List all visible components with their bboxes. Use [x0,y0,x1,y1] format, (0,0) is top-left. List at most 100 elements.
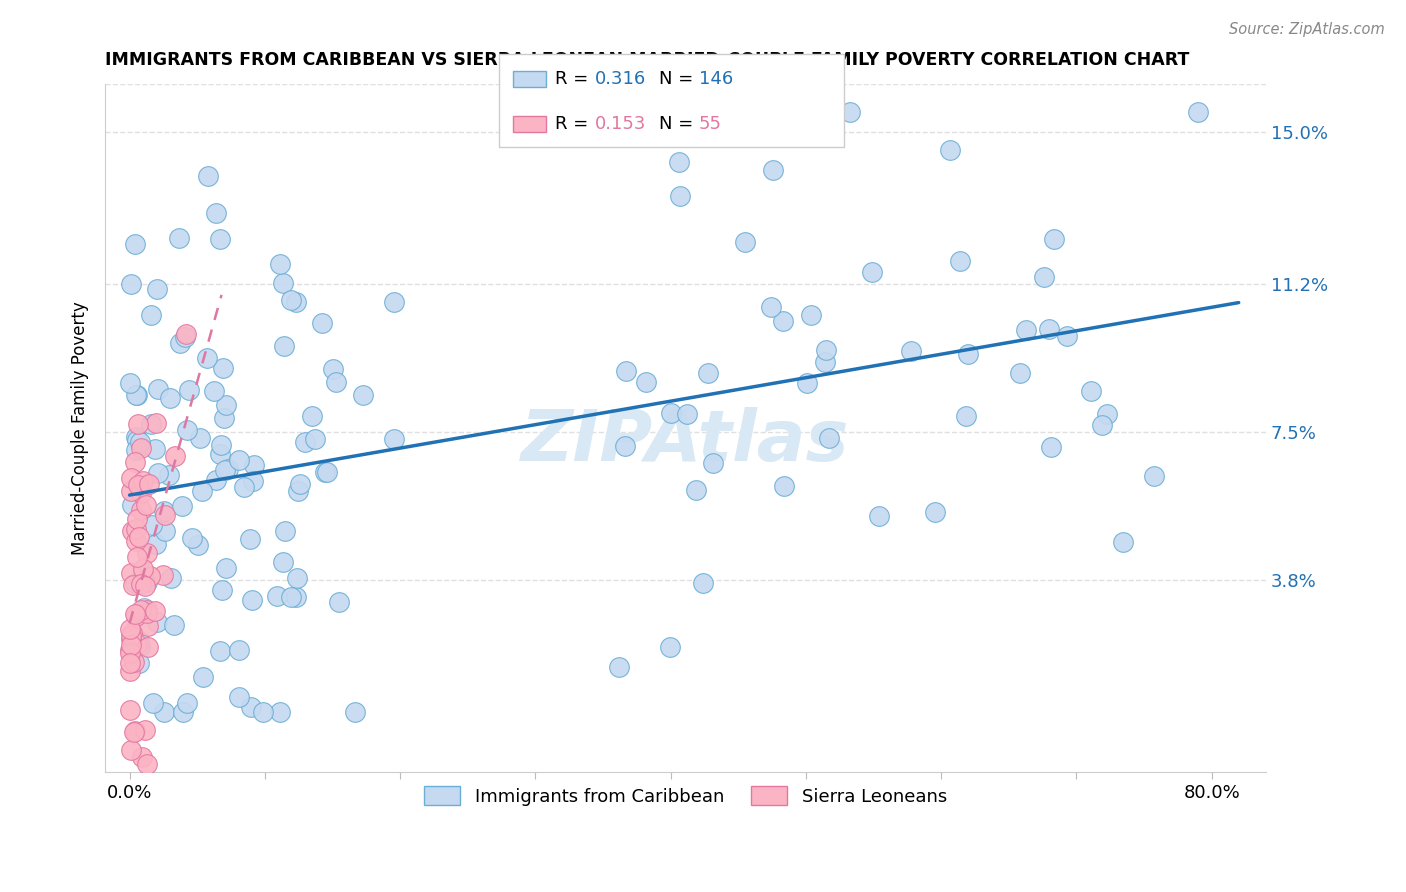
Point [868,509,890,524]
Point [634,375,657,389]
Point [127,512,149,526]
Point [702,456,724,470]
Point [607,660,630,674]
Point [136,619,159,633]
Point [202,384,225,398]
Point [121,524,143,538]
Point [211,582,233,597]
Point [659,406,682,420]
Point [772,314,794,328]
Point [136,757,159,772]
Point [148,466,170,480]
Point [120,629,142,643]
Point [153,705,176,719]
Point [120,743,142,757]
Point [129,441,152,455]
Point [124,522,146,536]
Point [314,465,336,479]
Point [1097,407,1119,421]
Point [121,498,143,512]
Point [165,449,187,463]
Point [266,589,288,603]
Point [1187,105,1209,120]
Point [155,524,177,538]
Point [209,447,232,461]
Legend: Immigrants from Caribbean, Sierra Leoneans: Immigrants from Caribbean, Sierra Leonea… [415,777,956,814]
Point [132,566,155,580]
Point [121,626,143,640]
Point [153,508,176,522]
Point [128,639,150,653]
Text: R =: R = [555,70,595,87]
Point [239,532,262,546]
Point [956,347,979,361]
Point [173,329,195,343]
Point [120,656,142,670]
Point [1015,323,1038,337]
Point [148,382,170,396]
Point [122,655,145,669]
Point [159,571,181,585]
Point [132,601,155,615]
Point [806,120,828,135]
Point [125,608,148,623]
Point [214,463,236,477]
Point [124,575,146,590]
Point [242,475,264,489]
Point [900,343,922,358]
Point [125,387,148,401]
Point [176,696,198,710]
Point [174,326,197,341]
Point [924,505,946,519]
Point [139,417,162,431]
Point [228,643,250,657]
Point [240,700,263,714]
Point [136,607,159,621]
Point [325,375,347,389]
Point [124,237,146,252]
Text: 0.153: 0.153 [595,115,647,133]
Point [1043,232,1066,246]
Point [141,518,163,533]
Point [138,476,160,491]
Point [145,416,167,430]
Point [125,430,148,444]
Point [120,277,142,291]
Point [145,615,167,629]
Point [1056,329,1078,343]
Point [304,432,326,446]
Text: 146: 146 [699,70,733,87]
Point [215,561,238,575]
Point [274,524,297,538]
Point [382,295,405,310]
Point [772,478,794,492]
Point [697,366,720,380]
Point [120,622,142,636]
Point [284,590,307,604]
Point [159,392,181,406]
Point [205,206,228,220]
Point [734,235,756,249]
Point [136,575,159,590]
Point [163,617,186,632]
Point [214,398,236,412]
Point [1091,417,1114,432]
Point [1143,469,1166,483]
Point [120,566,142,581]
Point [613,439,636,453]
Point [1010,367,1032,381]
Point [132,474,155,488]
Text: IMMIGRANTS FROM CARIBBEAN VS SIERRA LEONEAN MARRIED-COUPLE FAMILY POVERTY CORREL: IMMIGRANTS FROM CARIBBEAN VS SIERRA LEON… [105,51,1189,69]
Point [271,276,294,290]
Point [939,143,962,157]
Point [127,417,149,431]
Point [118,646,141,660]
Point [191,483,214,498]
Point [125,637,148,651]
Point [382,432,405,446]
Y-axis label: Married-Couple Family Poverty: Married-Couple Family Poverty [72,301,89,555]
Point [134,579,156,593]
Point [280,293,302,307]
Point [271,555,294,569]
Point [658,640,681,655]
